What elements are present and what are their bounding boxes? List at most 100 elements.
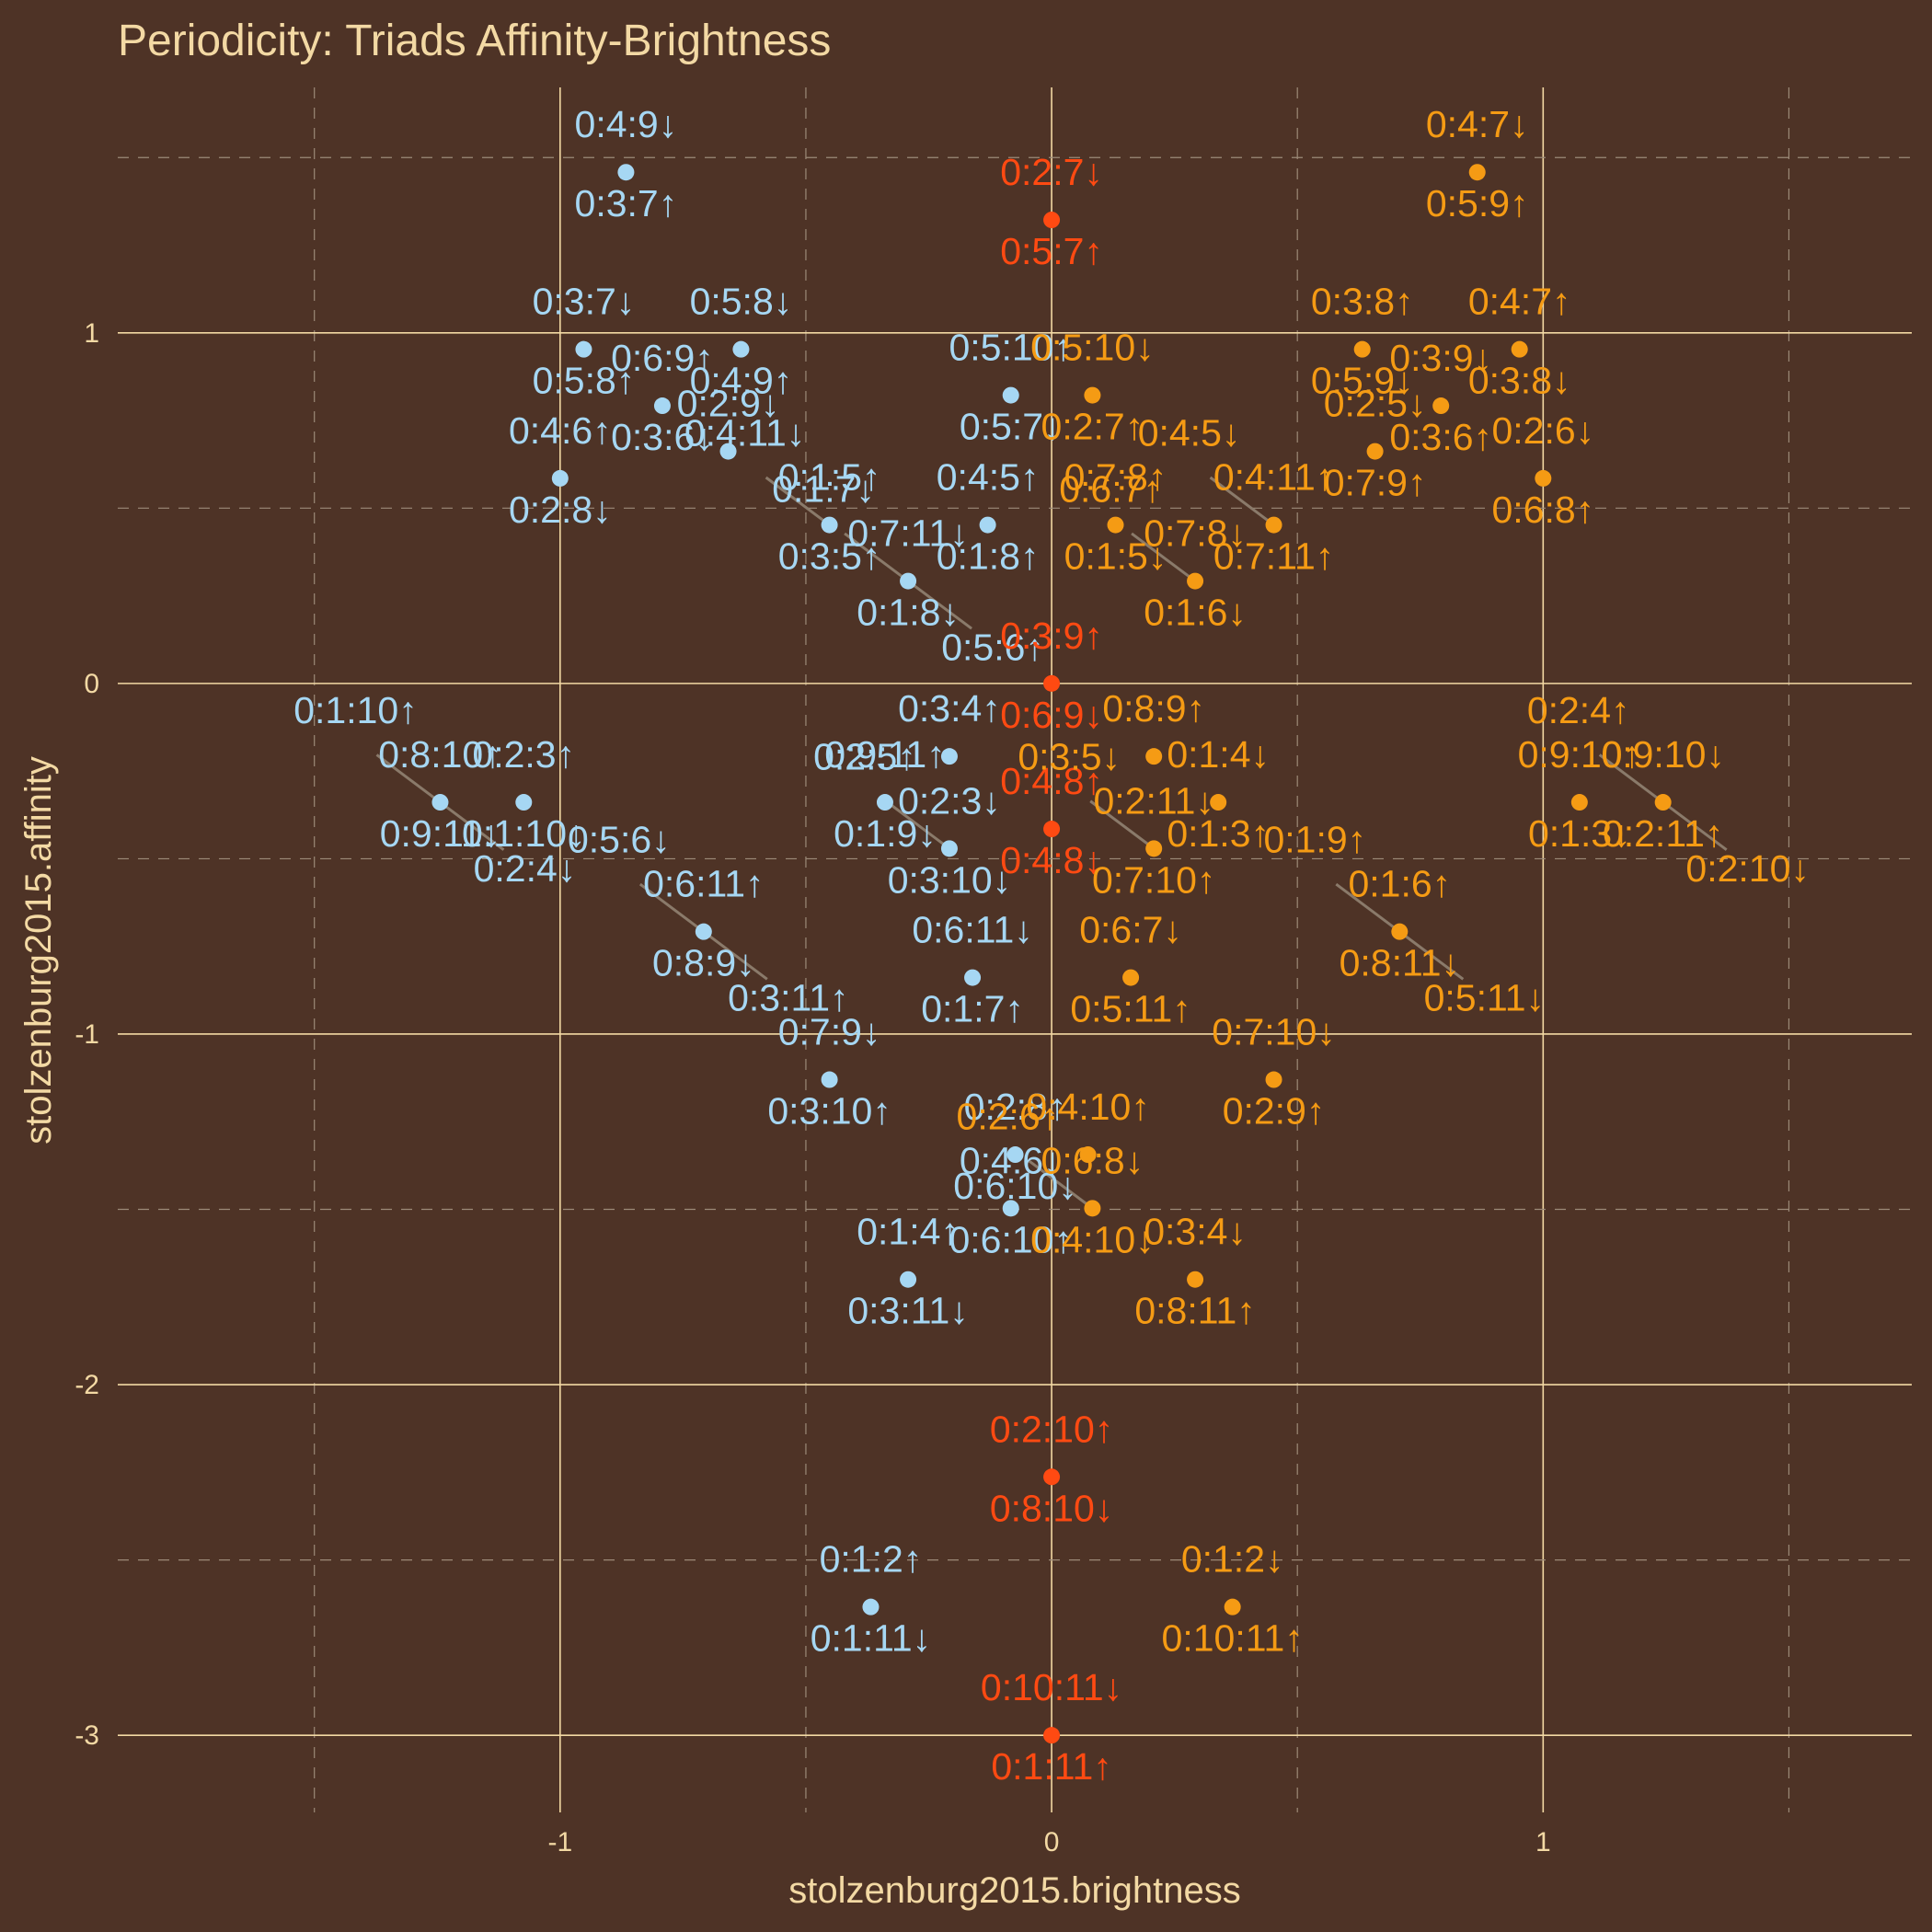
point-label: 0:10:11↑ bbox=[1162, 1617, 1304, 1660]
point-label: 0:6:8↓ bbox=[1041, 1139, 1144, 1181]
label-connector bbox=[844, 532, 909, 582]
y-tick-label: -2 bbox=[75, 1370, 99, 1400]
data-point bbox=[1535, 469, 1552, 487]
point-label: 0:1:10↑ bbox=[293, 689, 418, 731]
data-point bbox=[719, 443, 737, 460]
point-label: 0:4:10↓ bbox=[1030, 1218, 1155, 1260]
point-label: 0:3:7↑ bbox=[575, 182, 678, 224]
label-connector bbox=[1598, 753, 1664, 804]
point-label: 0:2:10↑ bbox=[990, 1408, 1114, 1450]
data-point bbox=[1084, 386, 1101, 404]
point-label: 0:3:8↓ bbox=[1468, 360, 1571, 402]
point-label: 0:5:6↓ bbox=[568, 819, 671, 861]
point-label: 0:2:9↓ bbox=[677, 383, 780, 425]
data-point bbox=[1265, 1071, 1282, 1088]
point-label: 0:1:6↓ bbox=[1144, 592, 1247, 634]
label-connector bbox=[375, 753, 442, 804]
point-label: 0:7:9↑ bbox=[1324, 462, 1427, 504]
point-label: 0:8:11↓ bbox=[1340, 942, 1460, 984]
point-label: 0:5:8↓ bbox=[690, 281, 793, 323]
point-label: 0:6:11↓ bbox=[912, 909, 1032, 951]
point-label: 0:3:5↓ bbox=[1018, 735, 1121, 777]
data-point bbox=[1002, 1200, 1019, 1217]
data-point bbox=[617, 164, 635, 181]
data-point bbox=[940, 840, 958, 857]
data-point bbox=[1043, 821, 1061, 838]
label-connector bbox=[1662, 800, 1728, 851]
label-connector bbox=[439, 800, 505, 851]
point-label: 0:5:8↑ bbox=[533, 360, 636, 402]
point-label: 0:1:3↑ bbox=[1167, 812, 1270, 855]
data-point bbox=[1210, 794, 1227, 811]
point-label: 0:7:11↓ bbox=[847, 512, 968, 555]
point-label: 0:4:11↓ bbox=[684, 412, 805, 454]
data-point bbox=[732, 340, 750, 358]
data-point bbox=[695, 923, 712, 940]
point-label: 0:6:11↑ bbox=[643, 863, 764, 905]
point-label: 0:3:10↑ bbox=[767, 1090, 891, 1133]
y-axis-title: stolzenburg2015.affinity bbox=[18, 756, 59, 1144]
point-label: 0:1:4↓ bbox=[1167, 733, 1270, 776]
label-connector bbox=[1028, 1159, 1094, 1210]
point-label: 0:6:10↑ bbox=[949, 1218, 1073, 1260]
data-point bbox=[1366, 443, 1384, 460]
data-point bbox=[862, 1598, 880, 1616]
point-label: 0:4:8↑ bbox=[1000, 760, 1103, 802]
point-label: 0:7:10↓ bbox=[1212, 1011, 1336, 1053]
point-label: 0:3:6↑ bbox=[1389, 416, 1492, 458]
point-label: 0:7:9↓ bbox=[778, 1011, 881, 1053]
point-label: 0:2:3↑ bbox=[472, 733, 575, 776]
point-label: 0:9:11↑ bbox=[824, 733, 945, 776]
chart-title: Periodicity: Triads Affinity-Brightness bbox=[118, 17, 831, 65]
point-label: 0:6:10↓ bbox=[953, 1165, 1077, 1207]
point-label: 0:1:7↑ bbox=[921, 988, 1024, 1030]
label-connector bbox=[1089, 799, 1156, 850]
point-label: 0:1:5↓ bbox=[1064, 535, 1167, 578]
label-connector bbox=[765, 476, 831, 526]
point-label: 0:2:6↓ bbox=[1491, 409, 1594, 452]
data-point bbox=[515, 794, 533, 811]
data-point bbox=[551, 469, 569, 487]
point-label: 0:2:6↑ bbox=[957, 1095, 1060, 1137]
point-label: 0:2:8↑ bbox=[964, 1086, 1067, 1128]
y-tick-label: 1 bbox=[84, 318, 99, 349]
data-point bbox=[821, 1071, 838, 1088]
point-label: 0:6:9↑ bbox=[611, 337, 714, 379]
point-label: 0:1:2↑ bbox=[820, 1538, 923, 1581]
point-label: 0:3:10↓ bbox=[888, 858, 1012, 901]
point-label: 0:4:10↑ bbox=[1026, 1086, 1150, 1128]
point-label: 0:4:8↓ bbox=[1000, 839, 1103, 881]
point-label: 0:2:11↓ bbox=[1093, 779, 1213, 822]
data-point bbox=[876, 794, 893, 811]
point-label: 0:7:11↑ bbox=[1213, 535, 1334, 578]
data-point bbox=[1511, 340, 1528, 358]
data-point bbox=[1654, 794, 1672, 811]
data-point bbox=[1145, 748, 1163, 765]
point-label: 0:7:8↓ bbox=[1144, 512, 1247, 555]
point-label: 0:6:7↓ bbox=[1079, 909, 1182, 951]
point-label: 0:3:11↓ bbox=[847, 1290, 968, 1332]
point-label: 0:1:7↓ bbox=[772, 468, 875, 511]
point-label: 0:4:5↑ bbox=[937, 456, 1040, 499]
point-label: 0:2:5↓ bbox=[1324, 383, 1427, 425]
data-point bbox=[1084, 1200, 1101, 1217]
point-label: 0:4:9↓ bbox=[575, 103, 678, 145]
point-label: 0:3:4↑ bbox=[898, 687, 1001, 730]
point-label: 0:1:3↓ bbox=[1528, 812, 1631, 855]
point-label: 0:2:4↓ bbox=[474, 847, 577, 890]
data-point bbox=[1265, 516, 1282, 534]
data-point bbox=[1432, 397, 1450, 415]
data-point bbox=[1043, 212, 1061, 229]
data-point bbox=[821, 516, 838, 534]
data-point bbox=[1002, 386, 1019, 404]
label-connector bbox=[1131, 532, 1196, 582]
point-label: 0:1:6↑ bbox=[1348, 863, 1451, 905]
label-connector bbox=[702, 930, 768, 981]
point-label: 0:10:11↓ bbox=[981, 1666, 1122, 1708]
point-label: 0:2:8↓ bbox=[509, 489, 612, 531]
label-connectors bbox=[375, 476, 1728, 1210]
label-connector bbox=[885, 799, 950, 850]
point-label: 0:1:8↑ bbox=[937, 535, 1040, 578]
point-label: 0:8:9↑ bbox=[1102, 687, 1205, 730]
data-point bbox=[1570, 794, 1588, 811]
